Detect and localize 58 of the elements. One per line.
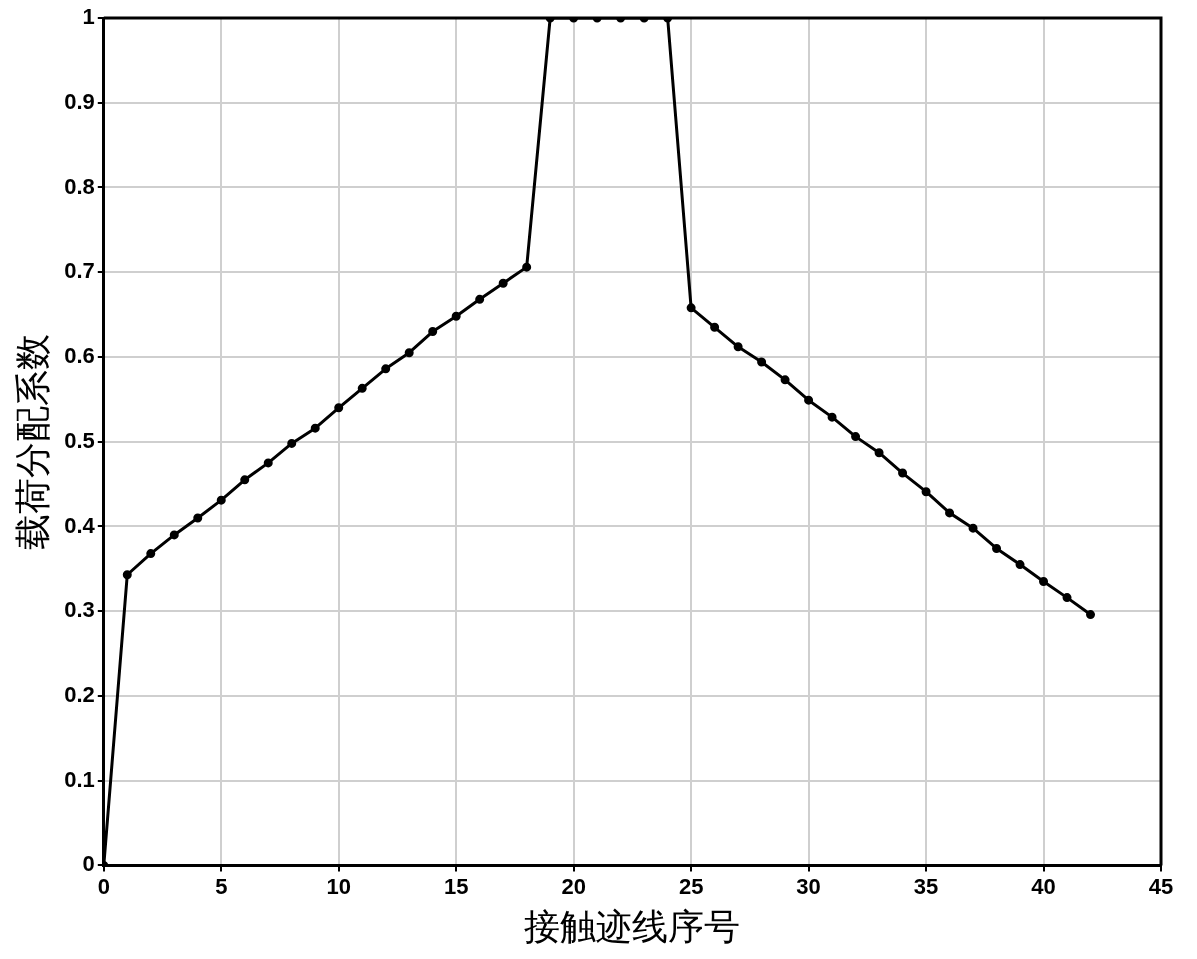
point bbox=[381, 364, 391, 374]
point bbox=[851, 432, 861, 442]
point bbox=[733, 342, 743, 352]
point bbox=[921, 487, 931, 497]
y-tick-label: 0.3 bbox=[64, 597, 95, 623]
x-tick-label: 25 bbox=[678, 873, 704, 899]
y-tick-label: 0.1 bbox=[64, 766, 95, 792]
x-tick-label: 40 bbox=[1031, 873, 1056, 899]
y-tick-label: 0.9 bbox=[64, 88, 95, 114]
point bbox=[357, 383, 367, 393]
y-tick-label: 0 bbox=[82, 851, 95, 877]
y-tick-label: 0.8 bbox=[64, 173, 95, 199]
x-tick-label: 10 bbox=[326, 873, 351, 899]
y-tick-label: 1 bbox=[82, 4, 95, 30]
point bbox=[898, 468, 908, 478]
point bbox=[686, 303, 696, 313]
x-tick-label: 15 bbox=[443, 873, 469, 899]
point bbox=[757, 357, 767, 367]
point bbox=[216, 495, 226, 505]
y-tick-label: 0.7 bbox=[64, 258, 95, 284]
point bbox=[1086, 610, 1096, 620]
point bbox=[1062, 593, 1072, 603]
point bbox=[240, 475, 250, 485]
point bbox=[992, 543, 1002, 553]
y-tick-label: 0.6 bbox=[64, 343, 95, 369]
point bbox=[968, 523, 978, 533]
y-tick-label: 0.2 bbox=[64, 681, 95, 707]
x-axis-title: 接触迹线序号 bbox=[524, 906, 741, 947]
point bbox=[522, 262, 532, 272]
point bbox=[1015, 560, 1025, 570]
point bbox=[404, 348, 414, 358]
x-tick-label: 35 bbox=[913, 873, 939, 899]
point bbox=[451, 311, 461, 321]
point bbox=[498, 278, 508, 288]
y-tick-label: 0.4 bbox=[64, 512, 96, 538]
x-tick-label: 45 bbox=[1148, 873, 1174, 899]
x-tick-label: 20 bbox=[561, 873, 586, 899]
point bbox=[287, 438, 297, 448]
point bbox=[428, 327, 438, 337]
point bbox=[310, 423, 320, 433]
point bbox=[122, 570, 132, 580]
point bbox=[146, 549, 156, 559]
x-tick-label: 5 bbox=[215, 873, 228, 899]
x-tick-label: 30 bbox=[796, 873, 821, 899]
point bbox=[169, 530, 179, 540]
y-axis-title: 载荷分配系数 bbox=[13, 333, 54, 550]
point bbox=[475, 294, 485, 304]
point bbox=[1039, 577, 1049, 587]
point bbox=[193, 513, 203, 523]
point bbox=[780, 375, 790, 385]
point bbox=[710, 322, 720, 332]
point bbox=[263, 458, 273, 468]
y-tick-label: 0.5 bbox=[64, 427, 95, 453]
point bbox=[827, 412, 837, 422]
point bbox=[804, 395, 814, 405]
point bbox=[945, 508, 955, 518]
point bbox=[334, 403, 344, 413]
point bbox=[874, 448, 884, 458]
